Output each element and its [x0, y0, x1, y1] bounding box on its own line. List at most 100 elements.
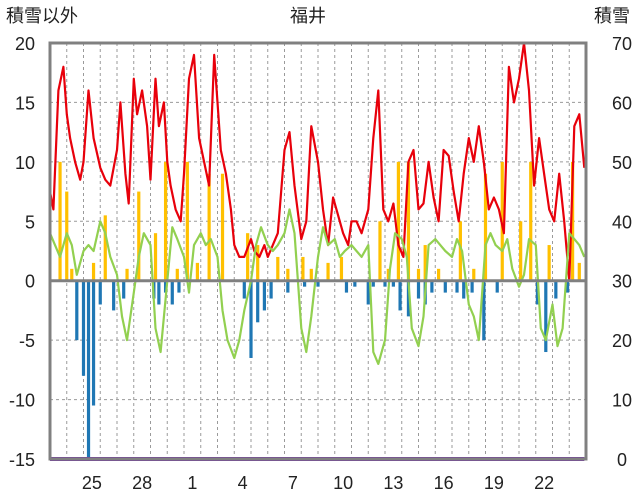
snow-bar [58, 161, 62, 281]
left-tick-label: 20 [15, 34, 35, 54]
snow-bar [195, 262, 199, 281]
negative-bar [383, 280, 387, 287]
snow-bar [571, 161, 575, 281]
negative-bar [91, 280, 96, 406]
snow-bar [437, 268, 441, 281]
plot-frame [48, 41, 588, 461]
chart-title: 福井 [290, 6, 326, 26]
left-tick-label: -5 [19, 331, 35, 351]
snow-bar [309, 268, 313, 281]
right-tick-label: 30 [612, 272, 632, 292]
snow-bar [547, 245, 551, 281]
right-tick-label: 70 [612, 34, 632, 54]
negative-bar [554, 280, 558, 299]
x-tick-label: 10 [333, 473, 353, 493]
snow-bar [276, 256, 280, 281]
x-tick-label: 1 [187, 473, 197, 493]
negative-bar [398, 280, 402, 311]
negative-bar [269, 280, 273, 299]
snow-bar [529, 161, 533, 281]
snow-bar [207, 173, 211, 281]
snow-bar [137, 191, 141, 281]
snow-bar [396, 161, 400, 281]
left-tick-labels: 20 15 10 5 0 -5 -10 -15 [9, 34, 35, 470]
negative-bar [157, 280, 161, 305]
snow-bar [472, 268, 476, 281]
negative-bar [122, 280, 126, 299]
negative-bar [462, 280, 466, 299]
snow-bar [175, 268, 179, 281]
snow-bar [423, 245, 427, 281]
negative-bar [455, 280, 459, 293]
x-tick-label: 13 [383, 473, 403, 493]
left-tick-label: 0 [25, 272, 35, 292]
snow-bar [153, 233, 158, 281]
x-tick-label: 22 [534, 473, 554, 493]
negative-bar [75, 280, 79, 341]
snow-bar [70, 268, 74, 281]
snow-bar [91, 262, 96, 281]
right-tick-label: 0 [617, 450, 627, 470]
negative-bar [163, 280, 168, 293]
right-tick-label: 60 [612, 93, 632, 113]
negative-bar [366, 280, 370, 305]
snow-bar [519, 221, 523, 281]
negative-bar [303, 280, 307, 287]
right-tick-label: 40 [612, 212, 632, 232]
plot-border [48, 41, 588, 461]
negative-bar [353, 280, 357, 287]
right-tick-label: 10 [612, 391, 632, 411]
negative-bar [443, 280, 447, 293]
snow-bar [220, 173, 225, 281]
negative-bar [177, 280, 181, 293]
x-tick-label: 4 [238, 473, 248, 493]
snow-bar [577, 262, 581, 281]
left-axis-label: 積雪以外 [6, 6, 78, 26]
negative-bar [470, 280, 474, 293]
snow-bar [483, 173, 488, 281]
negative-bar [316, 280, 320, 287]
lines [48, 41, 586, 365]
snow-bar [125, 268, 129, 281]
snow-bar [416, 268, 421, 281]
left-tick-label: -10 [9, 391, 35, 411]
x-tick-label: 7 [288, 473, 298, 493]
series-line-green [48, 208, 586, 365]
snow-bar [378, 221, 382, 281]
left-tick-label: 5 [25, 212, 35, 232]
negative-bar [544, 280, 548, 353]
snow-bar [406, 161, 411, 281]
left-tick-label: 15 [15, 93, 35, 113]
right-tick-labels: 70 60 50 40 30 20 10 0 [612, 34, 632, 470]
negative-bar [495, 280, 499, 293]
negative-bar [242, 280, 246, 299]
x-tick-label: 25 [82, 473, 102, 493]
snow-bar [103, 215, 107, 281]
negative-bar [482, 280, 486, 341]
negative-bar [535, 280, 540, 305]
snow-bar [185, 161, 189, 281]
negative-bar [565, 280, 570, 293]
right-axis-label: 積雪 [594, 6, 630, 26]
negative-bar [344, 280, 349, 293]
left-tick-label: -15 [9, 450, 35, 470]
snow-bar [386, 268, 390, 281]
negative-bar [371, 280, 375, 287]
snow-bar [326, 262, 330, 281]
negative-bar [430, 280, 434, 293]
negative-bar [249, 280, 253, 358]
negative-bar [391, 280, 395, 287]
right-tick-label: 50 [612, 153, 632, 173]
negative-bar [98, 280, 102, 305]
snow-bar [301, 256, 305, 281]
negative-bar [86, 280, 91, 459]
snow-bar [458, 221, 462, 281]
negative-bar [262, 280, 266, 311]
negative-bar [416, 280, 421, 299]
x-tick-label: 19 [484, 473, 504, 493]
negative-bar [256, 280, 260, 323]
snow-bar [286, 268, 290, 281]
snow-bar [339, 256, 344, 281]
negative-bar [170, 280, 174, 305]
